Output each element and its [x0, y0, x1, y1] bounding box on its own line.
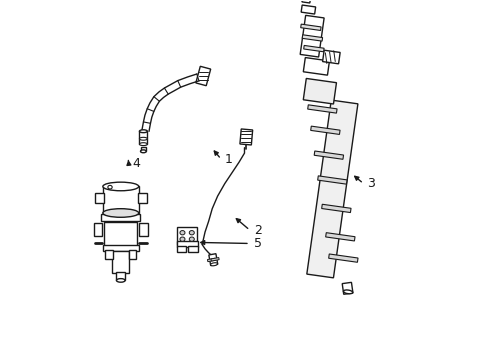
Ellipse shape [139, 130, 147, 133]
Bar [321, 204, 350, 212]
Bar [210, 257, 219, 261]
Bar [328, 254, 357, 262]
Bar [101, 214, 140, 221]
Bar [240, 129, 252, 145]
Text: 1: 1 [224, 153, 233, 166]
Bar [325, 233, 354, 241]
Bar [104, 222, 137, 246]
Bar [208, 254, 217, 266]
Bar [129, 250, 136, 259]
Bar [116, 272, 125, 280]
Ellipse shape [180, 237, 184, 241]
Bar [306, 100, 357, 278]
Bar [176, 240, 197, 247]
Bar [112, 251, 129, 273]
Ellipse shape [139, 143, 147, 145]
Text: 4: 4 [132, 157, 140, 170]
Bar [307, 105, 336, 113]
Ellipse shape [102, 209, 139, 217]
Ellipse shape [189, 237, 194, 241]
Polygon shape [342, 282, 352, 294]
Bar [140, 147, 146, 151]
Bar [102, 246, 139, 251]
Ellipse shape [180, 230, 184, 235]
Ellipse shape [189, 230, 194, 235]
Polygon shape [142, 74, 199, 131]
Ellipse shape [210, 263, 217, 266]
Text: 3: 3 [367, 177, 375, 190]
Bar [139, 131, 147, 144]
Ellipse shape [116, 279, 125, 282]
Ellipse shape [140, 150, 146, 153]
Bar [300, 24, 321, 31]
Bar [105, 250, 112, 259]
Bar [300, 15, 324, 57]
Bar [301, 5, 315, 14]
Bar [94, 223, 102, 236]
Bar [195, 66, 210, 86]
Bar [95, 193, 103, 203]
Text: 5: 5 [253, 237, 261, 250]
Ellipse shape [102, 182, 139, 191]
Bar [303, 58, 329, 75]
Text: 2: 2 [253, 224, 261, 237]
Bar [139, 223, 147, 236]
Ellipse shape [108, 185, 112, 189]
Bar [322, 50, 340, 64]
Ellipse shape [343, 290, 352, 294]
Ellipse shape [139, 137, 147, 140]
Bar [303, 78, 336, 104]
Bar [302, 35, 322, 41]
Bar [207, 258, 215, 262]
Bar [138, 193, 146, 203]
Bar [102, 186, 139, 213]
Bar [314, 151, 343, 159]
Bar [317, 176, 346, 184]
Bar [302, 0, 311, 3]
Bar [177, 227, 196, 245]
Bar [310, 126, 339, 134]
Bar [303, 45, 324, 52]
Bar [176, 246, 185, 252]
Bar [188, 246, 197, 252]
